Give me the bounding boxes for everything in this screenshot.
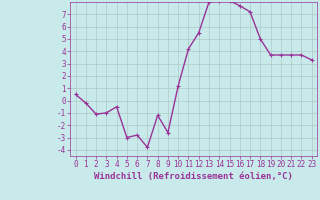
X-axis label: Windchill (Refroidissement éolien,°C): Windchill (Refroidissement éolien,°C) <box>94 172 293 181</box>
